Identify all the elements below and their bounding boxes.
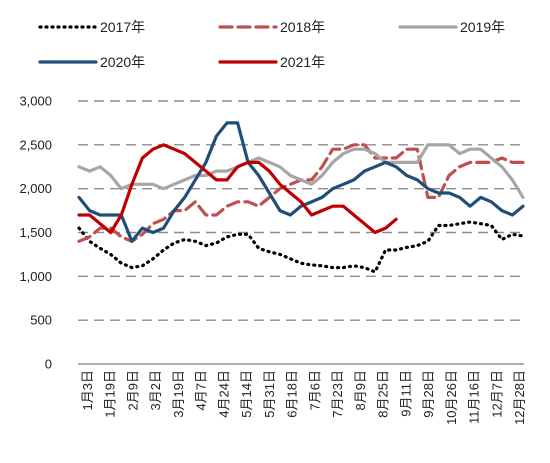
x-tick-label: 3月19日 [171,370,186,418]
x-tick-label: 3月2日 [148,370,163,410]
x-tick-label: 8月9日 [353,370,368,410]
series-line-2017 [77,220,525,274]
legend-label-2021: 2021年 [280,54,325,70]
series-line-2018 [77,143,525,243]
x-tick-label: 8月25日 [376,370,391,418]
series-line-2021 [77,143,398,235]
x-tick-label: 7月23日 [330,370,345,418]
x-tick-label: 5月31日 [262,370,277,418]
gridlines [78,100,524,321]
x-tick-label: 9月11日 [398,370,413,417]
x-tick-label: 12月28日 [512,370,527,425]
x-tick-label: 9月28日 [421,370,436,418]
legend: 2017年 2018年 2019年 2020年 2021年 [38,19,505,70]
legend-label-2020: 2020年 [100,54,145,70]
series-lines [77,121,525,274]
legend-label-2017: 2017年 [100,19,145,35]
series-line-2020 [77,121,525,243]
x-tick-label: 4月24日 [216,370,231,418]
x-tick-label: 7月6日 [307,370,322,410]
y-tick-label: 0 [45,357,52,372]
legend-label-2018: 2018年 [280,19,325,35]
x-tick-label: 10月26日 [444,370,459,425]
x-tick-label: 6月18日 [285,370,300,418]
y-tick-label: 1,500 [19,225,52,240]
x-tick-label: 4月7日 [194,370,209,410]
x-tick-label: 2月9日 [125,370,140,410]
y-tick-label: 2,500 [19,137,52,152]
legend-label-2019: 2019年 [460,19,505,35]
x-tick-label: 1月3日 [80,370,95,410]
y-tick-label: 3,000 [19,94,52,109]
x-tick-label: 5月14日 [239,370,254,418]
y-tick-label: 2,000 [19,181,52,196]
x-tick-label: 1月19日 [103,370,118,418]
x-tick-label: 11月16日 [467,370,482,424]
y-tick-label: 1,000 [19,269,52,284]
y-tick-label: 500 [30,313,52,328]
y-axis-ticks: 0 500 1,000 1,500 2,000 2,500 3,000 [19,94,52,372]
series-line-2019 [77,143,525,199]
x-tick-label: 12月7日 [489,370,504,418]
x-axis-ticks: 1月3日 1月19日 2月9日 3月2日 3月19日 4月7日 4月24日 5月14日 5月31… [80,370,527,425]
